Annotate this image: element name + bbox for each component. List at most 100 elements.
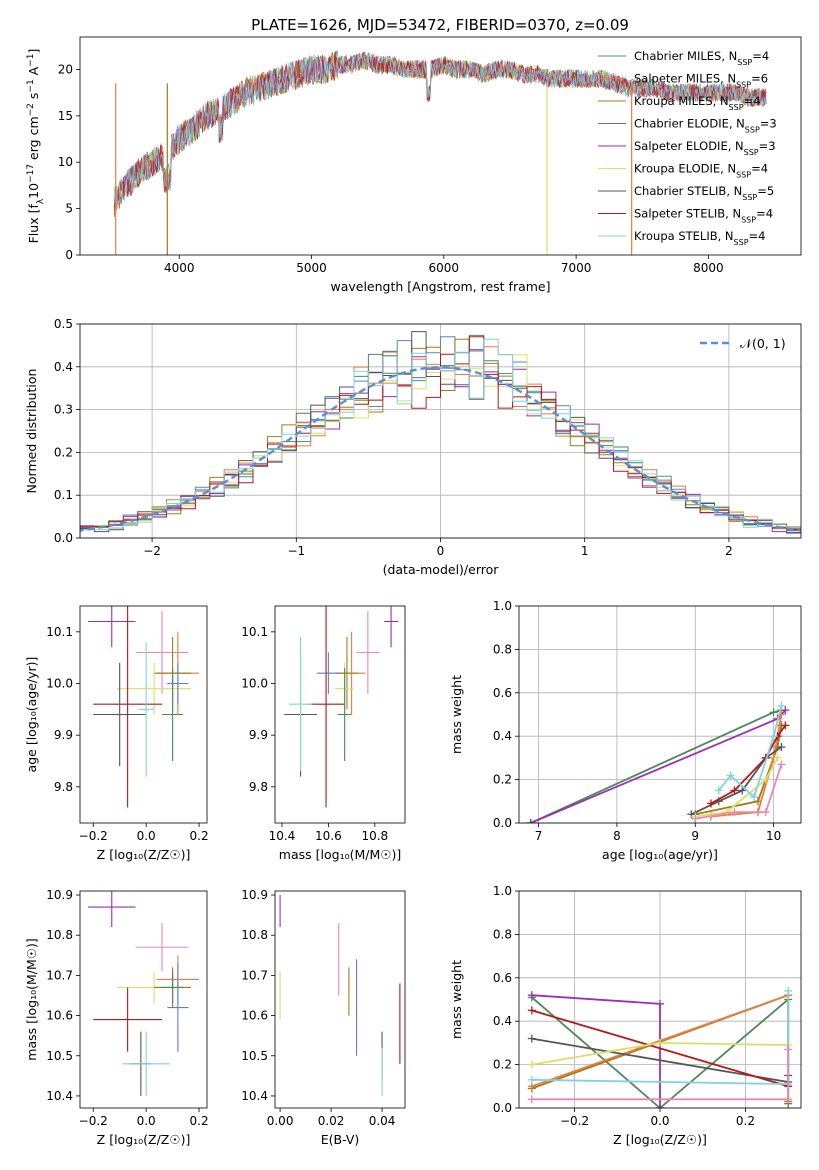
- axes-frame: [79, 605, 208, 824]
- legend-name: Salpeter STELIB, N: [634, 207, 741, 221]
- y-axis-label: Flux [fλ10−17 erg cm−2 s−1 A−1]: [26, 49, 46, 244]
- y-axis-label-part: −1: [26, 54, 36, 67]
- axes-frame: [274, 605, 406, 824]
- y-tick-label: 10.1: [46, 625, 73, 639]
- errorbar-point: [162, 971, 184, 1004]
- mass-weight-marker: [761, 808, 770, 817]
- y-tick-label: 0.4: [54, 360, 73, 374]
- mass-weight-marker: [781, 721, 790, 730]
- y-tick-label: 10.7: [241, 968, 268, 982]
- x-tick-label: 5000: [296, 261, 327, 275]
- y-axis-label-part: λ: [36, 198, 46, 204]
- y-tick-label: 10.5: [241, 1049, 268, 1063]
- errorbar-point: [307, 606, 345, 808]
- legend-label: Kroupa ELODIE, NSSP=4: [634, 162, 768, 180]
- legend-suffix: =3: [759, 139, 776, 153]
- legend-sub: SSP: [729, 103, 744, 112]
- errorbar-point: [122, 1031, 170, 1096]
- mass-weight-marker: [761, 775, 770, 784]
- y-tick-label: 10.5: [46, 1049, 73, 1063]
- x-axis-label: Z [log₁₀(Z/Z☉)]: [97, 847, 191, 862]
- legend-name: Chabrier ELODIE, N: [634, 117, 745, 131]
- x-tick-label: 4000: [164, 261, 195, 275]
- y-tick-label: 10.6: [46, 1009, 73, 1023]
- y-tick-label: 10.4: [241, 1089, 268, 1103]
- x-tick-label: −0.2: [79, 829, 108, 843]
- mass-weight-marker: [706, 799, 715, 808]
- mass-weight-line: [695, 725, 783, 816]
- x-tick-label: −2: [143, 544, 161, 558]
- errorbar-point: [93, 662, 147, 767]
- legend-name: Salpeter ELODIE, N: [634, 139, 744, 153]
- mass-weight-marker: [656, 1038, 664, 1047]
- mass-weight-marker: [730, 786, 739, 795]
- mass-weight-marker: [527, 1034, 536, 1043]
- y-tick-label: 9.9: [54, 728, 73, 742]
- legend-sub: SSP: [742, 193, 757, 202]
- mass-weight-line: [695, 764, 783, 820]
- errorbar-point: [135, 923, 189, 972]
- x-tick-label: 0.02: [318, 1114, 345, 1128]
- x-tick-label: 10.6: [315, 829, 342, 843]
- mass-weight-marker: [527, 1095, 536, 1104]
- x-tick-label: 8: [613, 829, 621, 843]
- y-tick-label: 10.9: [46, 888, 73, 902]
- y-tick-label: 9.9: [249, 728, 268, 742]
- errorbar-point: [138, 642, 155, 777]
- y-tick-label: 10.9: [241, 888, 268, 902]
- x-axis-label: Z [log₁₀(Z/Z☉)]: [613, 1132, 707, 1147]
- errorbar-point: [288, 637, 313, 772]
- legend-sub: SSP: [734, 238, 749, 247]
- mass-weight-line: [530, 709, 786, 823]
- y-axis-label-part: 10: [26, 183, 41, 199]
- x-axis-label: mass [log₁₀(M/M☉)]: [279, 847, 401, 862]
- x-tick-label: 10: [766, 829, 781, 843]
- mass-weight-marker: [691, 814, 700, 823]
- legend-suffix: =3: [760, 117, 777, 131]
- legend-label: Chabrier ELODIE, NSSP=3: [634, 117, 777, 135]
- legend-sub: SSP: [737, 58, 752, 67]
- plot-area: [87, 891, 200, 1096]
- panel-spectrum: 4000 5000 6000 7000 8000 0 5 10 15 20 wavelength […: [26, 36, 802, 294]
- errorbar-point: [117, 662, 192, 715]
- x-tick-label: −1: [287, 544, 305, 558]
- legend-suffix: =4: [756, 207, 773, 221]
- mass-weight-marker: [527, 1075, 536, 1084]
- mass-weight-line: [695, 757, 779, 818]
- x-tick-label: 7: [535, 829, 543, 843]
- x-tick-label: 0.0: [137, 829, 156, 843]
- y-tick-label: 0.5: [54, 317, 73, 331]
- y-tick-label: 0.8: [493, 927, 512, 941]
- legend-suffix: =4: [752, 49, 769, 63]
- y-tick-label: 0.0: [54, 531, 73, 545]
- panel-age-vs-Z: −0.2 0.0 0.2 9.8 9.9 10.0 10.1 Z [log₁₀(Z/Z☉)] a…: [24, 605, 209, 862]
- y-axis-label: mass weight: [449, 960, 464, 1039]
- y-tick-label: 10.6: [241, 1009, 268, 1023]
- errorbar-point: [167, 963, 189, 1052]
- x-tick-label: 0.0: [650, 1114, 669, 1128]
- axes-frame: [79, 36, 802, 256]
- y-tick-label: 10: [58, 155, 73, 169]
- legend-label: Salpeter ELODIE, NSSP=3: [634, 139, 776, 157]
- legend-suffix: =6: [751, 72, 768, 86]
- legend-name: Kroupa STELIB, N: [634, 229, 734, 243]
- y-tick-label: 0.1: [54, 488, 73, 502]
- spectrum-line: [114, 51, 767, 211]
- panel-residuals: −2 −1 0 1 2 0.0 0.1 0.2 0.3 0.4 0.5 (data-model)/er…: [24, 317, 802, 577]
- y-tick-label: 0.2: [493, 1058, 512, 1072]
- x-tick-label: 0.00: [267, 1114, 294, 1128]
- y-axis-label-part: Flux [f: [26, 204, 41, 244]
- x-tick-label: 0.2: [736, 1114, 755, 1128]
- errorbar-point: [356, 611, 380, 694]
- y-tick-label: 10.8: [241, 928, 268, 942]
- mass-weight-marker: [714, 786, 723, 795]
- plot-area: [114, 49, 767, 255]
- mass-weight-marker: [527, 991, 536, 1000]
- x-tick-label: 0.0: [137, 1114, 156, 1128]
- legend-suffix: =5: [757, 184, 774, 198]
- mass-weight-marker: [750, 792, 758, 801]
- mass-weight-marker: [656, 1104, 664, 1108]
- x-tick-label: 10.8: [361, 829, 388, 843]
